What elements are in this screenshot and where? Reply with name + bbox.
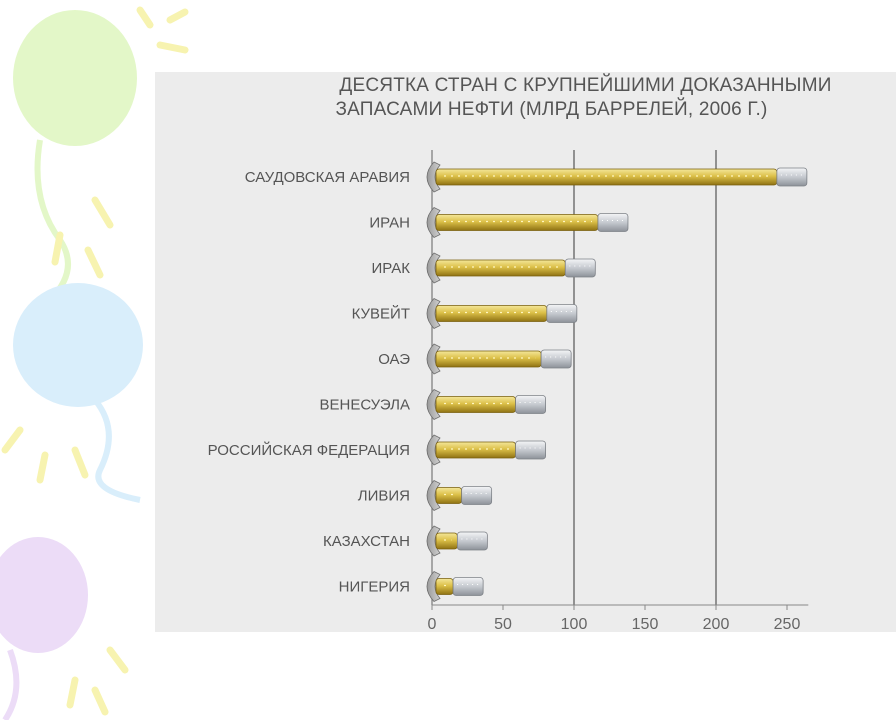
bar-7	[426, 434, 546, 466]
category-label: ОАЭ	[378, 351, 410, 368]
x-axis: 0 50 100 150 200 250	[428, 605, 801, 633]
bar-6	[426, 389, 546, 420]
category-label: САУДОВСКАЯ АРАВИЯ	[245, 169, 410, 186]
x-tick-label: 250	[774, 616, 801, 633]
bar-cap	[597, 213, 629, 232]
category-label: НИГЕРИЯ	[339, 579, 410, 596]
chart-title-line-1: ДЕСЯТКА СТРАН С КРУПНЕЙШИМИ ДОКАЗАННЫМИ	[339, 75, 832, 96]
bar-body	[435, 350, 542, 368]
bar-body	[435, 168, 778, 186]
chart-title-line-2: ЗАПАСАМИ НЕФТИ (МЛРД БАРРЕЛЕЙ, 2006 Г.)	[335, 99, 768, 120]
bar-body	[435, 578, 454, 595]
bar-cap	[515, 440, 546, 460]
bar-body	[435, 259, 566, 277]
bar-3	[426, 252, 596, 284]
x-tick-label: 100	[561, 616, 588, 633]
bar-8	[426, 480, 493, 511]
bar-4	[426, 298, 578, 329]
bar-9	[426, 525, 488, 557]
bar-cap	[546, 304, 578, 323]
category-labels: САУДОВСКАЯ АРАВИЯ ИРАН ИРАК КУВЕЙТ ОАЭ ВЕНЕСУ…	[208, 169, 411, 596]
bar-cap	[776, 167, 808, 187]
bar-10	[426, 571, 484, 602]
bar-body	[435, 487, 463, 504]
bar-cap	[564, 258, 596, 278]
x-tick-label: 150	[632, 616, 659, 633]
category-label: ВЕНЕСУЭЛА	[319, 397, 410, 414]
category-label: ИРАК	[371, 260, 410, 277]
bar-1	[426, 161, 808, 193]
bar-body	[435, 441, 516, 459]
bar-cap	[461, 486, 493, 505]
bar-body	[435, 305, 548, 322]
x-tick-label: 0	[428, 616, 437, 633]
bar-body	[435, 396, 516, 413]
bar-2	[426, 207, 629, 238]
bars	[426, 161, 808, 602]
green-balloon-shape	[13, 10, 137, 146]
bar-cap	[452, 577, 484, 596]
x-tick-label: 200	[703, 616, 730, 633]
category-label: КАЗАХСТАН	[323, 533, 410, 550]
bar-cap	[456, 531, 488, 551]
bar-cap	[540, 349, 572, 369]
bar-cap	[515, 395, 546, 414]
blue-balloon-shape	[13, 283, 143, 407]
bar-body	[435, 532, 458, 550]
bar-body	[435, 214, 599, 231]
purple-balloon-shape	[0, 537, 88, 653]
category-label: ЛИВИЯ	[358, 488, 410, 505]
category-label: РОССИЙСКАЯ ФЕДЕРАЦИЯ	[208, 441, 410, 459]
category-label: ИРАН	[369, 215, 410, 232]
x-tick-label: 50	[494, 616, 512, 633]
category-label: КУВЕЙТ	[352, 305, 410, 323]
bar-5	[426, 343, 572, 375]
chart-title: ДЕСЯТКА СТРАН С КРУПНЕЙШИМИ ДОКАЗАННЫМИ …	[155, 74, 896, 122]
